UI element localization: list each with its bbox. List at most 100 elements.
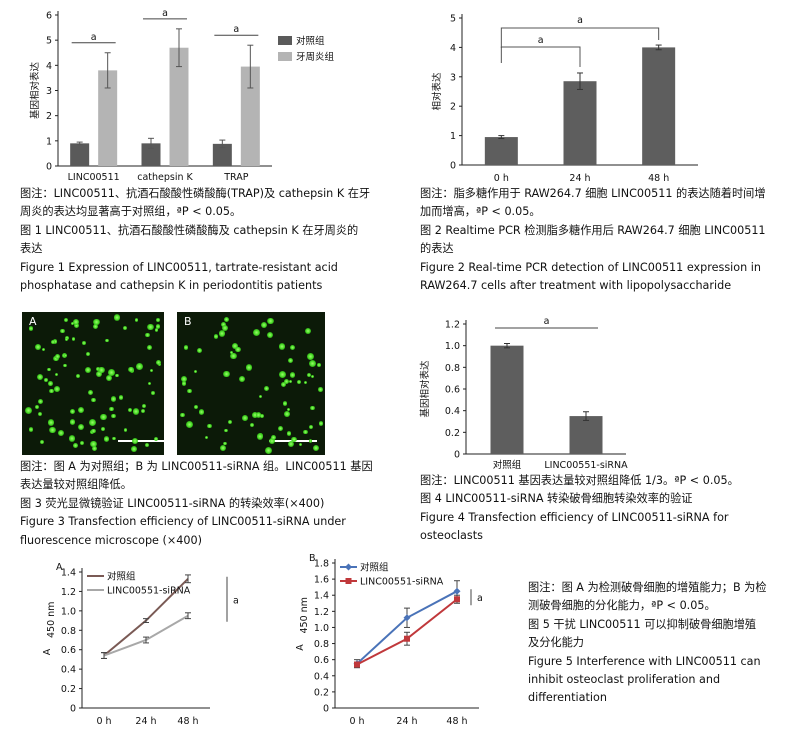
fluorescent-cell <box>28 427 34 432</box>
fluorescent-cell <box>194 405 198 410</box>
fluorescent-cell <box>115 373 120 378</box>
legend-label: 牙周炎组 <box>296 51 335 63</box>
fluorescent-cell <box>318 421 324 426</box>
fluorescent-cell <box>223 441 227 446</box>
fluorescent-cell <box>35 404 39 409</box>
y-tick-label: 0.6 <box>445 385 460 396</box>
fluorescent-cell <box>287 440 295 448</box>
fluorescent-cell <box>204 435 209 440</box>
fluorescent-cell <box>255 412 261 418</box>
y-tick-label: 1.4 <box>314 591 329 602</box>
fluorescent-cell <box>317 363 321 367</box>
caption-line: 图 3 荧光显微镜验证 LINC00511-siRNA 的转染效率(×400) <box>20 496 325 510</box>
fluorescent-cell <box>108 369 115 376</box>
scale-bar <box>118 440 164 442</box>
x-tick-label: 24 h <box>135 716 156 727</box>
fluorescent-cell <box>231 342 238 349</box>
y-tick-label: 4 <box>450 43 456 54</box>
x-tick-label: cathepsin K <box>137 172 193 183</box>
fluorescent-cell <box>235 346 241 352</box>
fluorescent-cell <box>123 428 127 432</box>
bar <box>642 47 676 165</box>
y-tick-label: 3 <box>46 86 52 97</box>
y-axis-label: A <box>42 648 53 655</box>
fluorescent-cell <box>156 359 161 365</box>
y-tick-label: 0 <box>70 704 76 715</box>
y-tick-label: 1.0 <box>61 606 76 617</box>
fluorescent-cell <box>249 422 254 427</box>
fluorescent-cell <box>37 398 44 405</box>
caption-line: 图注：LINC00511 基因表达量较对照组降低 1/3。ªP < 0.05。 <box>420 474 739 487</box>
legend-marker <box>345 578 352 584</box>
figure-5b-chart: B 0 0.2 0.4 0.6 0.8 1.0 1.2 1.4 1.6 1.8 A 450 nm 0 h 2… <box>280 553 520 730</box>
fluorescent-cell <box>151 391 155 395</box>
y-tick-label: 6 <box>46 11 52 22</box>
fluorescent-cell <box>44 378 48 382</box>
fluorescent-cell <box>40 440 45 445</box>
fluorescent-cell <box>101 426 106 431</box>
fluorescent-cell <box>268 438 275 445</box>
fluorescent-cell <box>280 381 286 387</box>
y-tick-label: 0 <box>323 704 329 715</box>
figure-2-caption: 图注：脂多糖作用于 RAW264.7 细胞 LINC00511 的表达随着时间增… <box>420 185 766 295</box>
caption-line: 图 1 LINC00511、抗酒石酸酸性磷酸酶及 cathepsin K 在牙周… <box>20 223 359 237</box>
fluorescent-cell <box>291 436 297 443</box>
fluorescent-cell <box>286 408 290 412</box>
significance-bracket <box>500 27 660 48</box>
fluorescent-cell <box>90 440 97 448</box>
fluorescent-cell <box>60 328 65 333</box>
y-tick-label: 3 <box>450 72 456 83</box>
fluorescent-cell <box>278 343 285 350</box>
fluorescent-cell <box>303 380 308 384</box>
fluorescent-cell <box>183 344 189 350</box>
fluorescent-cell <box>72 443 78 449</box>
y-tick-label: 0.8 <box>61 626 76 637</box>
bar <box>169 47 189 166</box>
fluorescent-cell <box>54 373 58 377</box>
bar <box>490 345 524 454</box>
caption-line: phosphatase and cathepsin K in periodont… <box>20 279 323 293</box>
fluorescent-cell <box>196 347 203 353</box>
y-tick-label: 0.4 <box>61 665 76 676</box>
caption-line: 图注：脂多糖作用于 RAW264.7 细胞 LINC00511 的表达随着时间增 <box>420 187 766 200</box>
caption-line: 表达量较对照组降低。 <box>20 478 132 492</box>
fluorescent-cell <box>140 409 146 414</box>
caption-line: osteoclasts <box>420 529 483 543</box>
legend-label: 对照组 <box>360 562 389 574</box>
fluorescent-cell <box>308 424 314 430</box>
fluorescent-cell <box>230 352 237 360</box>
fluorescent-cell <box>147 382 151 386</box>
fluorescent-cell <box>48 419 55 426</box>
significance-label: a <box>577 15 583 26</box>
figure-5a-chart: A 0 0.2 0.4 0.6 0.8 1.0 1.2 1.4 A 450 nm 0 h 24 h 48 … <box>20 555 275 730</box>
y-tick-label: 1 <box>46 136 52 147</box>
fluorescent-cell <box>91 445 97 451</box>
fluorescent-cell <box>105 338 109 343</box>
y-axis-label-subscript: 450 nm <box>46 602 57 638</box>
fluorescent-cell <box>154 436 159 441</box>
fluorescent-cell <box>267 331 274 338</box>
caption-line: 图注：LINC00511、抗酒石酸酸性磷酸酶(TRAP)及 cathepsin … <box>20 187 371 200</box>
fluorescent-cell <box>221 324 229 332</box>
caption-line: Figure 1 Expression of LINC00511, tartra… <box>20 260 338 274</box>
significance-label: a <box>162 8 168 19</box>
caption-line: 图 4 LINC00511-siRNA 转染破骨细胞转染效率的验证 <box>420 492 693 506</box>
fluorescent-cell <box>58 429 64 436</box>
fluorescent-cell <box>238 376 245 383</box>
figure-3-caption: 图注：图 A 为对照组；B 为 LINC00511-siRNA 组。LINC00… <box>20 458 373 550</box>
fluorescent-cell <box>96 370 103 377</box>
micrograph-panel-b: B <box>177 312 325 455</box>
bar <box>240 66 260 166</box>
fluorescent-cell <box>64 318 69 323</box>
fluorescent-cell <box>93 323 99 329</box>
fluorescent-cell <box>128 366 134 372</box>
caption-line: Figure 3 Transfection efficiency of LINC… <box>20 515 346 529</box>
panel-label: B <box>309 553 316 564</box>
figure-5b-svg: B 0 0.2 0.4 0.6 0.8 1.0 1.2 1.4 1.6 1.8 A 450 nm 0 h 2… <box>295 553 483 727</box>
fluorescent-cell <box>147 323 154 331</box>
fluorescent-cell <box>84 367 91 374</box>
significance-label: a <box>233 595 239 606</box>
y-tick-label: 1.2 <box>314 607 329 618</box>
y-tick-label: 0.6 <box>61 645 76 656</box>
